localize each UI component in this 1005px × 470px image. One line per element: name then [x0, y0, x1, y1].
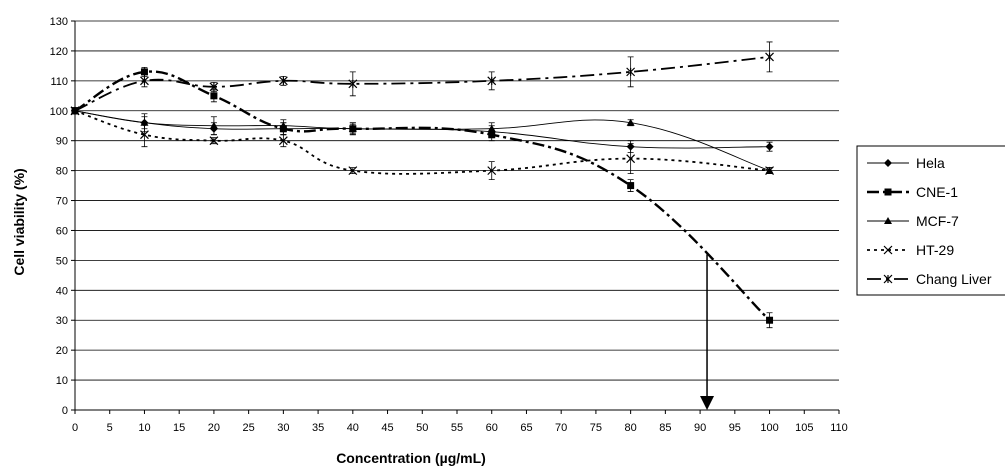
data-point — [140, 130, 149, 140]
data-point — [348, 124, 357, 132]
grid-lines — [75, 20, 839, 381]
data-point — [210, 92, 218, 100]
y-tick-label: 20 — [56, 345, 68, 357]
data-point — [70, 106, 80, 116]
series-line — [74, 109, 770, 175]
x-tick-label: 90 — [694, 422, 706, 434]
x-tick-label: 55 — [451, 422, 463, 434]
data-point — [487, 76, 497, 86]
data-point — [765, 166, 774, 176]
x-tick-label: 35 — [312, 422, 324, 434]
x-tick-label: 25 — [243, 422, 255, 434]
x-tick-label: 60 — [486, 422, 498, 434]
data-point — [626, 67, 636, 77]
annotation — [700, 254, 715, 410]
y-tick-label: 90 — [56, 136, 68, 148]
series-line — [74, 56, 770, 112]
data-point — [487, 166, 497, 176]
legend-label: Chang Liver — [916, 271, 992, 287]
x-tick-label: 85 — [659, 422, 671, 434]
data-point — [626, 118, 635, 126]
data-point — [765, 52, 774, 62]
y-tick-label: 60 — [56, 225, 68, 237]
data-point — [348, 79, 358, 89]
data-point — [487, 124, 496, 132]
y-tick-label: 50 — [56, 255, 68, 267]
series-line — [74, 70, 771, 322]
y-tick-label: 120 — [50, 46, 68, 58]
data-point — [278, 76, 288, 86]
series-chang-liver — [70, 41, 774, 116]
legend-swatch-marker — [884, 188, 892, 196]
legend-label: HT-29 — [916, 242, 954, 258]
x-tick-label: 110 — [830, 422, 848, 434]
x-tick-label: 95 — [729, 422, 741, 434]
legend-label: MCF-7 — [916, 213, 959, 229]
x-tick-label: 50 — [416, 422, 428, 434]
y-tick-label: 70 — [56, 196, 68, 208]
x-tick-label: 65 — [520, 422, 532, 434]
data-point — [766, 316, 774, 324]
y-tick-label: 10 — [56, 375, 68, 387]
legend-swatch-marker — [883, 245, 893, 255]
data-point — [279, 121, 288, 129]
data-point — [140, 118, 149, 126]
x-tick-label: 10 — [138, 422, 150, 434]
data-point — [348, 166, 358, 176]
series-cne-1 — [71, 66, 774, 329]
x-tick-label: 45 — [381, 422, 393, 434]
data-point — [209, 136, 219, 146]
axes — [71, 20, 840, 414]
y-tick-label: 100 — [50, 106, 68, 118]
data-point — [209, 82, 219, 92]
x-tick-label: 75 — [590, 422, 602, 434]
data-point — [765, 142, 774, 151]
series-group — [70, 41, 774, 329]
x-tick-label: 20 — [208, 422, 220, 434]
legend-label: Hela — [916, 155, 945, 171]
x-tick-label: 100 — [760, 422, 778, 434]
x-tick-label: 15 — [173, 422, 185, 434]
x-tick-label: 40 — [347, 422, 359, 434]
data-point — [140, 76, 149, 86]
x-tick-label: 5 — [107, 422, 113, 434]
y-tick-label: 80 — [56, 166, 68, 178]
legend-swatch-marker — [883, 274, 893, 284]
legend: Hela CNE-1 MCF-7 HT-29 Chang Liver — [856, 145, 1005, 296]
series-mcf-7 — [71, 106, 774, 175]
y-tick-label: 30 — [56, 315, 68, 327]
y-axis-title: Cell viability (%) — [11, 168, 27, 275]
x-tick-label: 30 — [277, 422, 289, 434]
x-tick-labels: 0 5 10 15 20 25 30 35 40 45 50 55 60 65 70 75 80 85 90 95 10… — [72, 422, 848, 434]
legend-swatch-marker — [884, 217, 892, 224]
data-point — [627, 182, 635, 190]
y-tick-label: 130 — [50, 16, 68, 28]
data-point — [626, 154, 636, 164]
x-axis-title: Concentration (µg/mL) — [336, 450, 486, 466]
y-tick-label: 40 — [56, 285, 68, 297]
y-tick-label: 110 — [50, 76, 68, 88]
arrow-head — [700, 396, 715, 410]
data-point — [140, 68, 148, 76]
data-point — [209, 121, 218, 129]
x-tick-label: 105 — [795, 422, 813, 434]
legend-swatch-marker — [884, 159, 892, 167]
x-tick-label: 70 — [555, 422, 567, 434]
series-ht-29 — [70, 106, 774, 180]
y-tick-label: 0 — [62, 405, 68, 417]
data-point — [278, 136, 288, 146]
x-tick-label: 80 — [625, 422, 637, 434]
x-tick-label: 0 — [72, 422, 78, 434]
y-tick-labels: 0 10 20 30 40 50 60 70 80 90 100 110 120 130 — [50, 16, 68, 417]
legend-box — [856, 145, 1005, 296]
legend-label: CNE-1 — [916, 184, 958, 200]
